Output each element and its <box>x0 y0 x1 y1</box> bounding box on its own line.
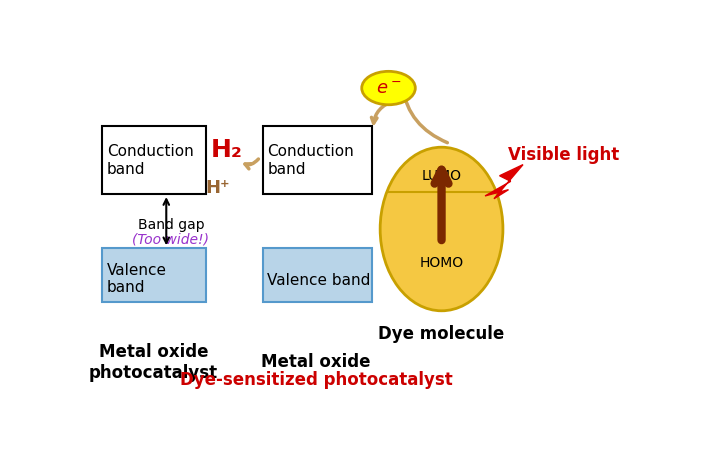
Text: H⁺: H⁺ <box>205 179 230 197</box>
FancyBboxPatch shape <box>102 127 205 195</box>
Text: HOMO: HOMO <box>420 256 464 269</box>
Ellipse shape <box>380 148 503 311</box>
Text: H₂: H₂ <box>211 138 243 161</box>
Text: Visible light: Visible light <box>508 146 620 164</box>
Text: Metal oxide: Metal oxide <box>261 353 371 370</box>
Text: Valence band: Valence band <box>267 272 371 287</box>
Text: Metal oxide
photocatalyst: Metal oxide photocatalyst <box>89 342 218 381</box>
Text: Conduction
band: Conduction band <box>267 144 354 176</box>
Circle shape <box>361 72 415 106</box>
FancyBboxPatch shape <box>102 249 205 303</box>
FancyBboxPatch shape <box>263 127 372 195</box>
Text: Band gap: Band gap <box>138 217 204 231</box>
FancyBboxPatch shape <box>263 249 372 303</box>
Polygon shape <box>485 165 523 199</box>
Text: LUMO: LUMO <box>421 169 462 183</box>
Text: Dye molecule: Dye molecule <box>379 325 505 343</box>
Text: Dye-sensitized photocatalyst: Dye-sensitized photocatalyst <box>179 370 452 388</box>
Text: Valence
band: Valence band <box>107 262 167 294</box>
Text: (Too wide!): (Too wide!) <box>132 232 210 246</box>
Text: Conduction
band: Conduction band <box>107 144 194 176</box>
Text: $e^-$: $e^-$ <box>376 80 401 98</box>
